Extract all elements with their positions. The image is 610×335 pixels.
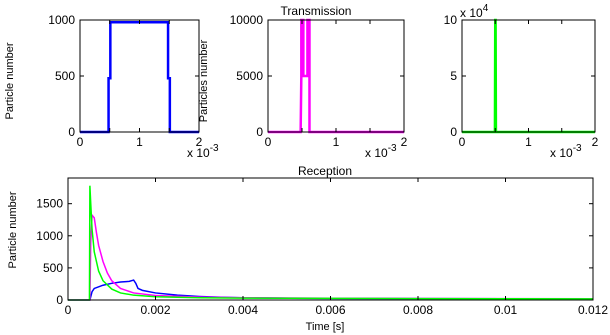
panel-1-x-tick-label: 1 [136,135,143,149]
panel-3-x-tick-label: 0 [459,135,466,149]
panel-3-y-tick-label: 5 [450,69,457,83]
panel-4-x-tick-label: 0.004 [228,303,258,317]
panel-3-x-exponent: x 10-3 [550,143,582,160]
panel-2-x-exponent: x 10-3 [365,143,397,160]
panel-1-x-exponent: x 10-3 [187,143,219,160]
panel-4-y-tick-label: 1000 [36,229,63,243]
panel-1-y-tick-label: 0 [68,125,75,139]
panel-1-x-tick-label: 2 [196,135,203,149]
panel-3-series-1-line [462,18,595,134]
panel-3-y-tick-label: 10 [444,13,458,27]
panel-4-series-2-line [68,213,594,301]
panel-4-x-tick-label: 0 [65,303,72,317]
panel-2-plot-area: 0 1 2 0 5000 10000 [230,13,408,149]
panel-1-y-tick-label: 1000 [48,13,75,27]
panel-3-x-tick-label: 2 [592,135,599,149]
panel-3-y-tick-label: 0 [450,125,457,139]
panel-4-axes-frame [67,177,594,301]
panel-2-y-tick-label: 10000 [230,13,264,27]
panel-4: Reception Particle number 0 0.002 0.004 0.0… [7,164,608,333]
panel-3: x 104 0 1 2 0 5 10 x 10-3 [444,3,599,160]
panel-4-y-tick-label: 500 [43,261,63,275]
panel-1-ylabel: Particle number [4,42,16,119]
panel-2-x-tick-label: 1 [333,135,340,149]
panel-3-axes-frame [461,19,596,133]
panel-4-y-tick-label: 0 [56,293,63,307]
panel-1-axes-frame [79,19,200,133]
panel-1: Particle number 0 1 2 0 500 1000 x 10-3 [4,13,219,160]
panel-4-xlabel: Time [s] [306,321,345,333]
panel-4-x-tick-label: 0.006 [315,303,345,317]
panel-1-x-tick-label: 0 [77,135,84,149]
panel-4-title: Reception [298,164,352,178]
panel-3-plot-area: 0 1 2 0 5 10 [444,13,599,149]
panel-2-series-1-line [268,18,404,134]
panel-4-x-tick-label: 0.012 [578,303,608,317]
panel-4-series-3-line [68,185,594,301]
panel-1-series-1-line [80,20,199,134]
panel-2-x-tick-label: 2 [401,135,408,149]
panel-3-x-tick-label: 1 [525,135,532,149]
panel-1-y-tick-label: 500 [55,69,75,83]
panel-4-y-tick-label: 1500 [36,197,63,211]
panel-1-plot-area: 0 1 2 0 500 1000 [48,13,202,149]
panel-4-x-tick-label: 0.002 [140,303,170,317]
panel-4-plot-area: 0 0.002 0.004 0.006 0.008 0.01 0.012 0 500 1000 15… [36,177,608,317]
panel-2-title: Transmission [281,4,352,18]
panel-4-ylabel: Particle number [7,191,19,268]
panel-2-y-tick-label: 5000 [236,69,263,83]
panel-4-x-tick-label: 0.008 [403,303,433,317]
panel-4-x-tick-label: 0.01 [494,303,518,317]
panel-2-ylabel: Particles number [198,39,210,122]
panel-2-x-tick-label: 0 [265,135,272,149]
panel-2-axes-frame [267,19,405,133]
panel-2: Transmission Particles number 0 1 2 0 5000 10… [198,4,408,160]
panel-2-y-tick-label: 0 [256,125,263,139]
panel-3-y-exponent: x 104 [460,3,489,20]
